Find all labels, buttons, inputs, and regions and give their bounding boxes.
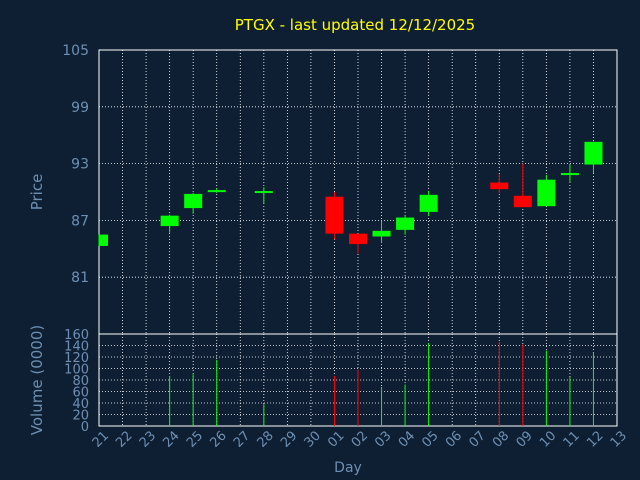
candle-body xyxy=(160,215,179,227)
x-tick-label: 06 xyxy=(443,428,465,450)
candle-body xyxy=(99,234,108,246)
x-tick-label: 12 xyxy=(584,428,606,450)
x-tick-label: 28 xyxy=(255,428,277,450)
candle-body xyxy=(419,194,438,212)
x-tick-label: 29 xyxy=(278,428,300,450)
x-tick-label: 07 xyxy=(466,428,488,450)
candle-body xyxy=(372,230,391,237)
x-axis-ticks: 21 22 23 24 25 26 27 28 29 30 01 02 03 04 05 06 07 08 09 10… xyxy=(90,428,630,450)
x-tick-label: 21 xyxy=(90,428,112,450)
candle-body xyxy=(537,179,556,207)
volume-tick-label: 120 xyxy=(64,351,89,366)
x-tick-label: 09 xyxy=(514,428,536,450)
candle-body xyxy=(184,193,203,209)
volume-tick-label: 80 xyxy=(72,374,89,389)
volume-bars xyxy=(169,342,594,426)
price-tick-label: 93 xyxy=(71,157,89,173)
candle-body xyxy=(349,233,367,245)
x-tick-label: 04 xyxy=(396,428,418,450)
candle-body xyxy=(254,191,273,194)
price-axis-ticks: 81 87 93 99 105 xyxy=(62,43,89,286)
candle-body xyxy=(490,182,509,190)
x-tick-label: 03 xyxy=(372,428,394,450)
candle-body xyxy=(513,195,532,208)
x-tick-label: 30 xyxy=(302,428,324,450)
x-tick-label: 02 xyxy=(349,428,371,450)
volume-tick-label: 100 xyxy=(64,363,89,378)
x-axis-label: Day xyxy=(334,460,362,476)
candlesticks xyxy=(98,141,603,254)
x-tick-label: 13 xyxy=(608,428,630,450)
price-tick-label: 99 xyxy=(71,100,89,116)
candle-body xyxy=(207,190,226,193)
x-tick-label: 25 xyxy=(184,428,206,450)
chart-title: PTGX - last updated 12/12/2025 xyxy=(235,16,475,34)
volume-tick-label: 0 xyxy=(81,420,89,435)
price-tick-label: 105 xyxy=(62,43,89,59)
price-axis-label: Price xyxy=(28,174,46,211)
price-tick-label: 81 xyxy=(71,270,89,286)
x-tick-label: 08 xyxy=(490,428,512,450)
x-tick-label: 27 xyxy=(231,428,253,450)
x-tick-label: 01 xyxy=(325,428,347,450)
price-tick-label: 87 xyxy=(71,213,89,229)
volume-tick-label: 160 xyxy=(64,328,89,343)
candle-body xyxy=(560,173,579,176)
x-tick-label: 24 xyxy=(160,428,182,450)
x-tick-label: 22 xyxy=(113,428,135,450)
volume-tick-label: 140 xyxy=(64,340,89,355)
x-tick-label: 10 xyxy=(537,428,559,450)
volume-tick-label: 40 xyxy=(72,397,89,412)
candle-body xyxy=(325,196,344,234)
x-tick-label: 05 xyxy=(419,428,441,450)
volume-axis-label: Volume (0000) xyxy=(28,325,46,435)
x-tick-label: 26 xyxy=(207,428,229,450)
candle-body xyxy=(396,217,415,230)
x-tick-label: 23 xyxy=(137,428,159,450)
x-tick-label: 11 xyxy=(561,428,583,450)
volume-tick-label: 60 xyxy=(72,386,89,401)
volume-tick-label: 20 xyxy=(72,409,89,424)
candle-body xyxy=(584,141,603,165)
